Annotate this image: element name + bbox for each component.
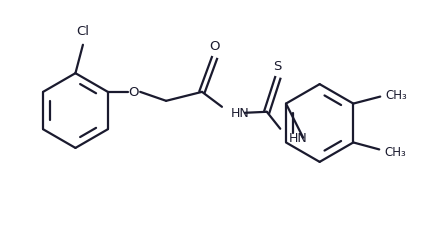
Text: S: S	[274, 60, 282, 73]
Text: O: O	[209, 40, 220, 53]
Text: HN: HN	[231, 107, 249, 120]
Text: CH₃: CH₃	[385, 89, 407, 102]
Text: Cl: Cl	[76, 25, 89, 38]
Text: CH₃: CH₃	[384, 145, 406, 158]
Text: HN: HN	[289, 132, 308, 145]
Text: O: O	[128, 86, 139, 99]
